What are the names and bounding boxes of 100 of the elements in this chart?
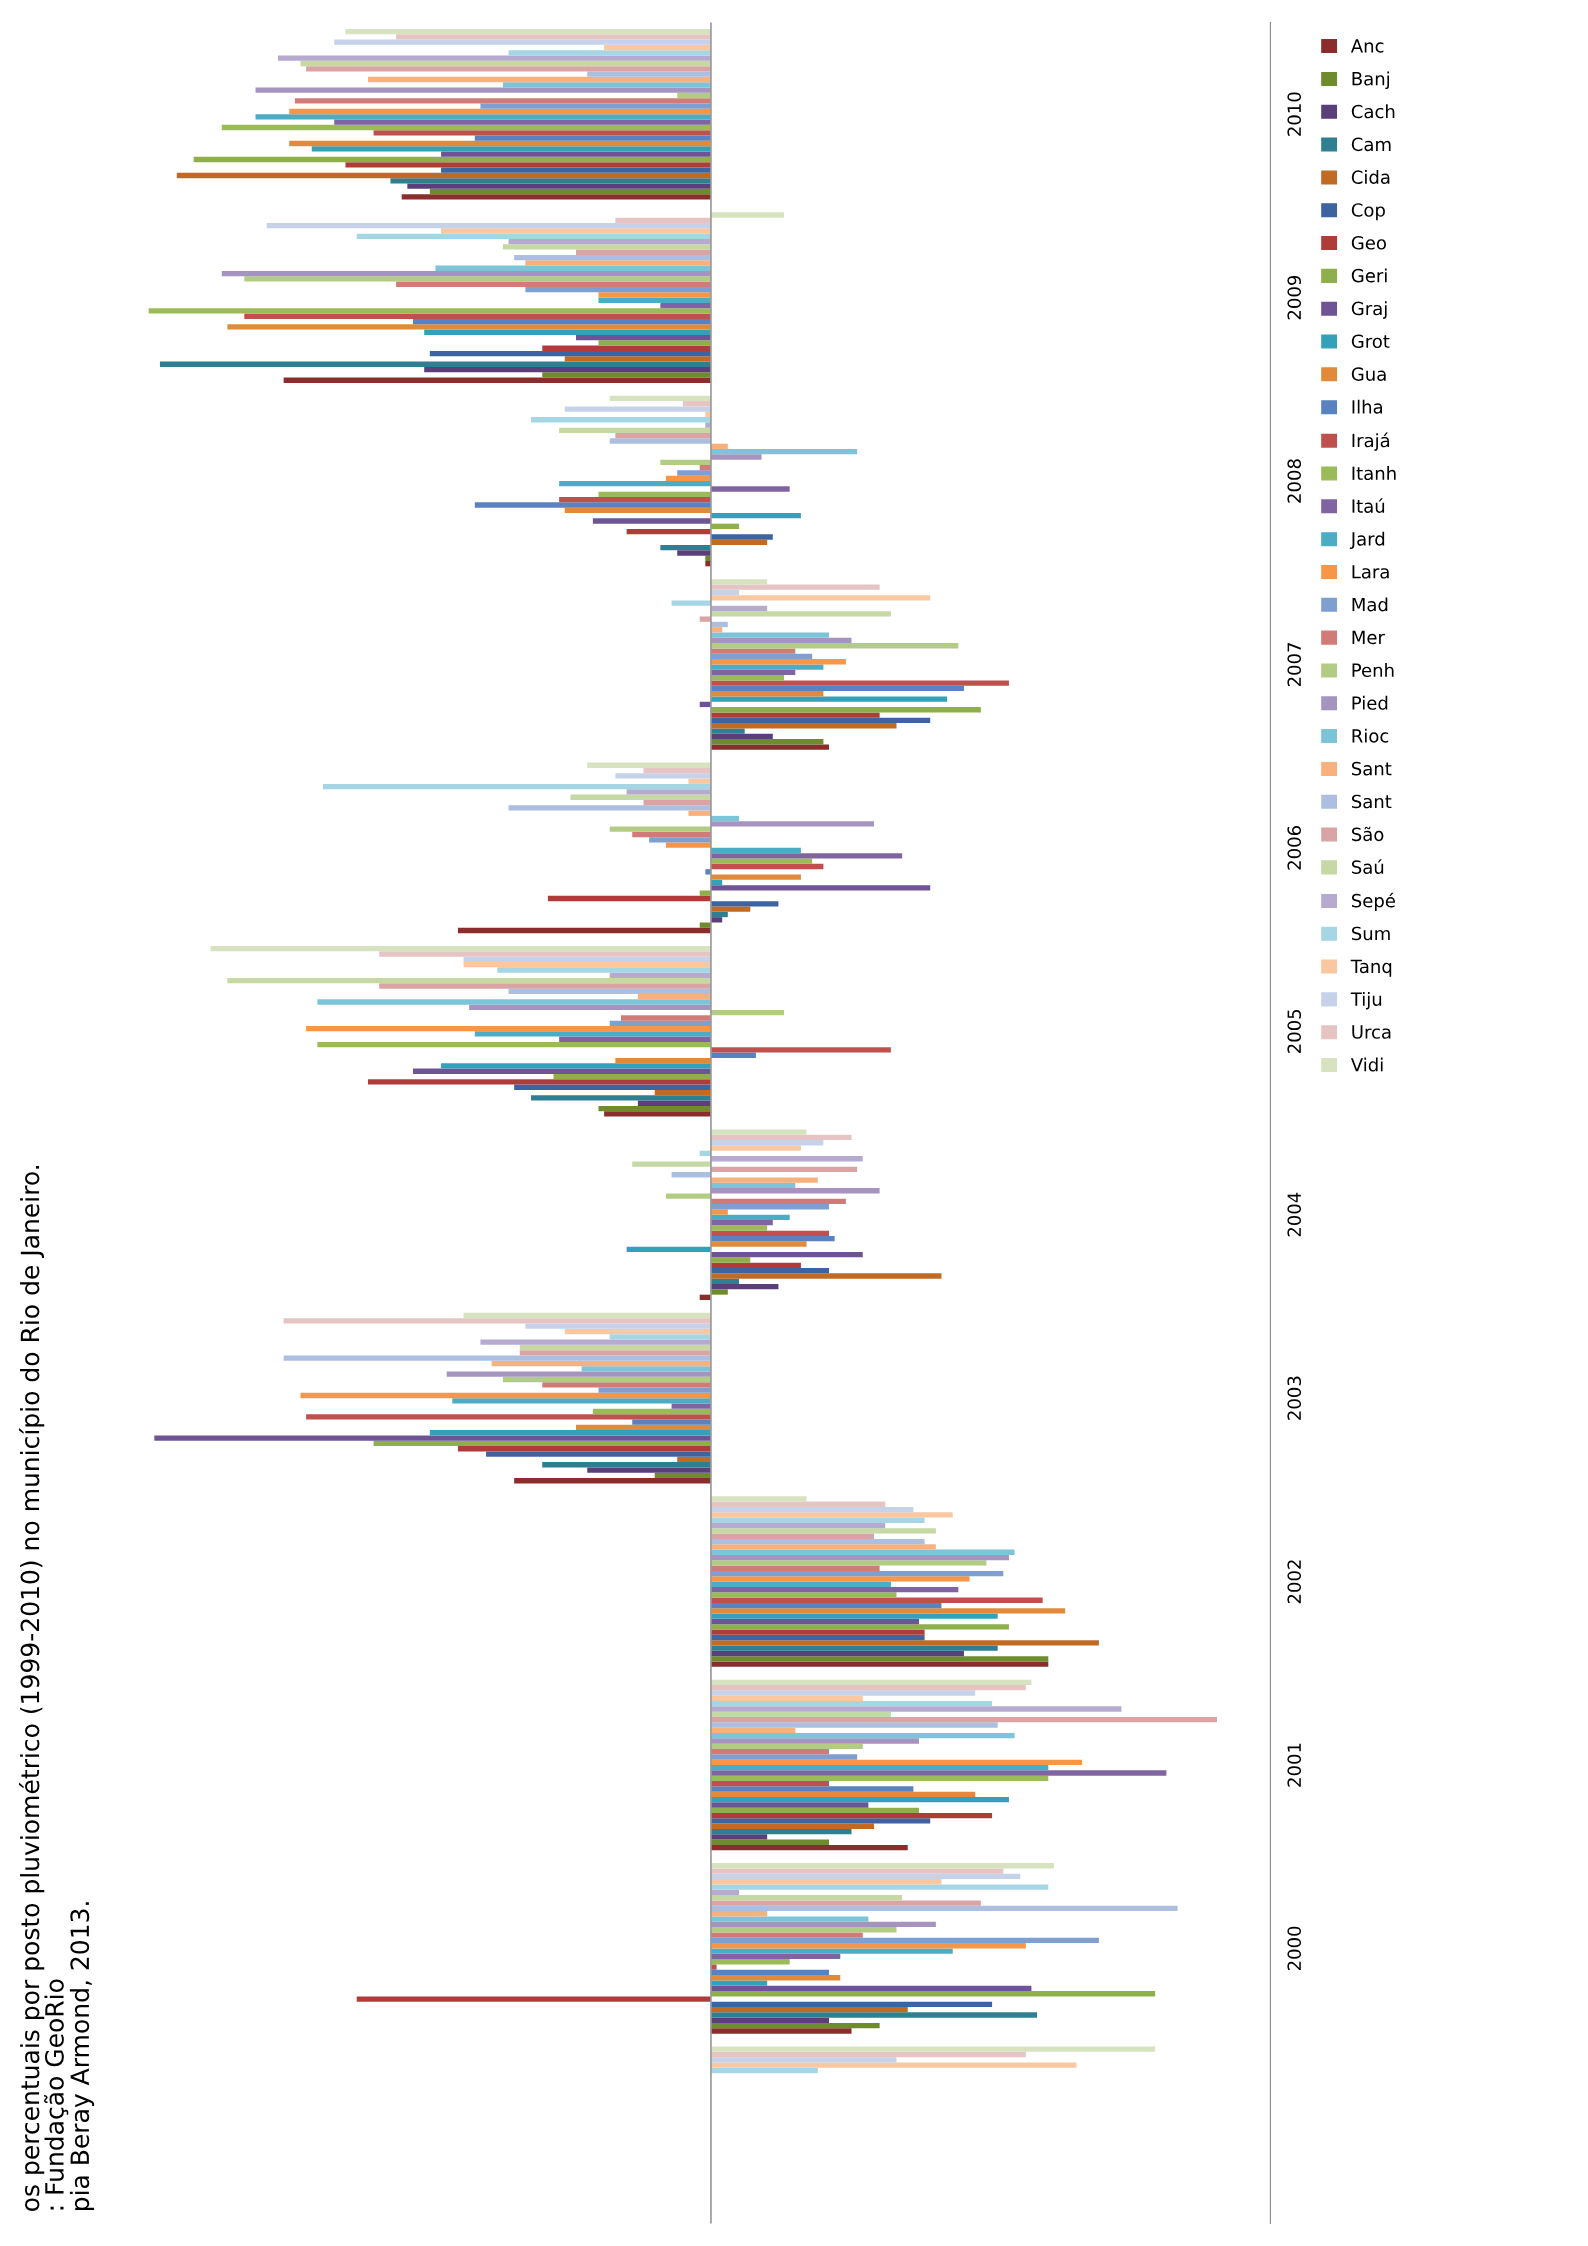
legend-label: Ilha <box>1352 399 1382 414</box>
bar <box>598 340 711 346</box>
bar <box>710 1602 942 1609</box>
bar <box>710 1009 785 1016</box>
bar <box>283 1355 711 1361</box>
bar <box>626 1246 711 1253</box>
bar <box>688 810 711 816</box>
bar <box>615 1057 711 1064</box>
bar <box>508 50 711 56</box>
bar <box>710 1844 908 1851</box>
bar <box>660 459 711 466</box>
bar <box>710 1948 953 1954</box>
bar <box>688 778 711 784</box>
y-tick-label: 2003 <box>1287 1376 1302 1420</box>
bar <box>710 1879 942 1885</box>
bar <box>710 1182 796 1189</box>
bar <box>244 313 711 319</box>
bar <box>710 2067 818 2074</box>
bar <box>710 454 762 460</box>
bar <box>671 600 711 606</box>
bar <box>665 1193 711 1199</box>
bar <box>710 1273 942 1279</box>
bar <box>710 1975 841 1981</box>
text: pia Beray Armond, 2013. <box>69 1902 95 2211</box>
bar <box>542 372 711 378</box>
bar <box>367 1079 711 1085</box>
bar <box>710 1807 919 1813</box>
legend-label: Itanh <box>1352 466 1396 481</box>
bar <box>710 1985 1032 1992</box>
bar <box>710 675 785 681</box>
bar <box>710 2028 852 2034</box>
bar <box>576 249 711 255</box>
bar <box>559 427 711 434</box>
bar <box>710 1932 863 1938</box>
bar <box>491 1360 711 1367</box>
bar <box>317 1041 711 1048</box>
legend-label: Pied <box>1352 695 1388 710</box>
bar <box>710 1802 869 1808</box>
bar <box>710 2017 830 2024</box>
legend-label: Urca <box>1352 1025 1391 1039</box>
bar <box>525 260 711 266</box>
text: : Fundação GeoRio <box>44 1979 69 2210</box>
bar <box>710 2062 1077 2068</box>
bar <box>474 135 711 141</box>
bar <box>255 114 711 120</box>
bar <box>300 60 711 67</box>
bar <box>609 826 711 832</box>
bar <box>710 1634 925 1641</box>
bar <box>710 1786 914 1792</box>
bar <box>710 1198 846 1205</box>
legend-label: Grot <box>1351 334 1390 349</box>
bar <box>547 895 711 902</box>
bar <box>710 739 824 745</box>
bar <box>710 1608 1066 1614</box>
legend-label: Anc <box>1350 39 1384 53</box>
bar <box>710 1560 987 1566</box>
bar <box>367 76 711 83</box>
bar <box>317 999 711 1005</box>
bar <box>710 513 801 519</box>
bar <box>710 664 824 670</box>
bar <box>710 1717 1217 1723</box>
bar <box>710 1257 751 1263</box>
bar <box>710 853 903 859</box>
bar <box>710 1969 830 1976</box>
bar <box>278 55 711 61</box>
bar <box>677 470 711 476</box>
bar <box>710 1278 740 1285</box>
bar <box>486 1451 711 1457</box>
bar <box>542 1462 711 1468</box>
bar <box>710 1863 1054 1869</box>
bar <box>710 2046 1156 2052</box>
bar <box>306 66 711 72</box>
bar <box>457 1446 711 1452</box>
legend-label: Irajá <box>1352 432 1390 451</box>
bar <box>710 712 880 718</box>
bar <box>604 44 711 51</box>
bar <box>615 773 711 779</box>
bar <box>710 1156 863 1162</box>
bar <box>210 946 711 952</box>
bar <box>463 961 711 968</box>
bar <box>710 1791 976 1797</box>
bar <box>497 967 711 973</box>
bar <box>710 632 830 638</box>
bar <box>379 951 711 957</box>
y-tick-label: 2001 <box>1287 1743 1302 1787</box>
bar <box>710 1812 993 1819</box>
bar <box>699 616 711 622</box>
bar <box>710 1991 1156 1997</box>
y-tick-label: 2007 <box>1287 643 1302 687</box>
bar <box>244 276 711 282</box>
bar <box>469 1004 711 1010</box>
bar <box>671 1172 711 1178</box>
bar <box>710 2023 880 2029</box>
bar <box>710 1581 891 1587</box>
bar <box>710 611 891 617</box>
y-tick-label: 2002 <box>1287 1560 1302 1604</box>
bar <box>710 847 801 854</box>
bar <box>710 449 858 455</box>
legend-label: Penh <box>1352 663 1394 678</box>
legend-label: Sant <box>1351 794 1392 809</box>
